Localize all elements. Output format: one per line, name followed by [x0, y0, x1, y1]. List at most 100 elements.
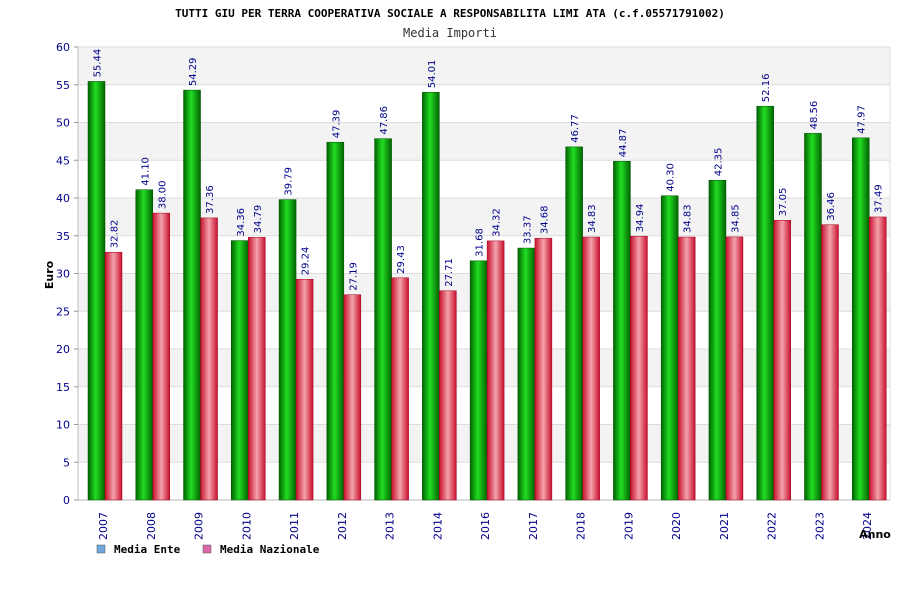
- value-label: 46.77: [570, 114, 581, 143]
- value-label: 34.68: [539, 206, 550, 235]
- value-label: 34.83: [683, 204, 694, 233]
- bar-media-nazionale: [821, 224, 839, 501]
- y-axis-ticks: 0 5 10 15 20 25 30 35 40 45 50 55 60: [56, 41, 78, 507]
- value-label: 32.82: [110, 220, 121, 249]
- value-label: 54.01: [427, 60, 438, 89]
- value-label: 54.29: [188, 57, 199, 86]
- y-tick-label: 30: [56, 268, 70, 281]
- value-label: 47.86: [379, 106, 390, 135]
- bar-media-ente: [374, 138, 392, 501]
- value-label: 34.85: [730, 204, 741, 233]
- value-label: 37.36: [205, 185, 216, 214]
- bar-media-ente: [708, 180, 727, 501]
- bar-media-ente: [422, 91, 440, 501]
- y-tick-label: 50: [56, 117, 70, 130]
- bar-media-nazionale: [295, 278, 314, 501]
- value-labels: 55.44 32.82 41.10 38.00 54.29 37.36 34.36 34.79…: [93, 49, 885, 291]
- bar-media-ente: [231, 240, 249, 501]
- value-label: 31.68: [475, 228, 486, 257]
- value-label: 44.87: [618, 129, 629, 158]
- bar-media-nazionale: [104, 251, 123, 501]
- x-tick-label: 2008: [145, 512, 158, 540]
- value-label: 47.39: [331, 110, 342, 139]
- x-tick-label: 2023: [813, 512, 826, 540]
- x-tick-label: 2011: [288, 512, 301, 540]
- bar-media-nazionale: [582, 236, 600, 501]
- value-label: 36.46: [826, 192, 837, 221]
- bar-media-ente: [469, 260, 488, 501]
- value-label: 34.79: [253, 205, 264, 234]
- bars: [87, 81, 887, 501]
- y-tick-label: 0: [63, 494, 70, 507]
- value-label: 39.79: [284, 167, 295, 196]
- plot-band: [78, 160, 890, 198]
- y-tick-label: 20: [56, 343, 70, 356]
- bar-media-nazionale: [534, 237, 553, 501]
- value-label: 34.32: [492, 208, 503, 237]
- value-label: 41.10: [140, 157, 151, 186]
- y-axis-label: Euro: [43, 260, 56, 289]
- bar-media-nazionale: [773, 220, 791, 501]
- bar-media-ente: [851, 137, 870, 501]
- bar-media-ente: [87, 81, 106, 501]
- value-label: 34.83: [587, 204, 598, 233]
- x-axis-ticks: 2007 2008 2009 2010 2011 2012 2013 2014 2016 2017…: [97, 512, 874, 540]
- x-tick-label: 2016: [479, 512, 492, 540]
- bar-media-nazionale: [677, 236, 696, 501]
- y-tick-label: 10: [56, 419, 70, 432]
- y-tick-label: 60: [56, 41, 70, 54]
- value-label: 33.37: [522, 215, 533, 244]
- y-tick-label: 5: [63, 456, 70, 469]
- bar-media-nazionale: [486, 240, 505, 501]
- value-label: 27.19: [348, 262, 359, 291]
- y-tick-label: 35: [56, 230, 70, 243]
- bar-media-nazionale: [725, 236, 744, 501]
- x-tick-label: 2019: [622, 512, 635, 540]
- plot-band: [78, 84, 890, 123]
- legend: Media Ente Media Nazionale: [96, 543, 320, 556]
- bar-media-ente: [660, 195, 679, 501]
- bar-media-ente: [278, 199, 297, 501]
- x-tick-label: 2013: [384, 512, 397, 540]
- y-tick-label: 25: [56, 305, 70, 318]
- value-label: 48.56: [809, 101, 820, 130]
- bar-media-nazionale: [343, 294, 362, 501]
- value-label: 55.44: [93, 49, 104, 78]
- bar-media-ente: [565, 146, 583, 501]
- bar-media-nazionale: [200, 217, 218, 501]
- value-label: 34.36: [236, 208, 247, 237]
- plot-band: [78, 122, 890, 161]
- value-label: 38.00: [157, 180, 168, 209]
- legend-swatch-media-nazionale: [202, 544, 212, 554]
- plot-band: [78, 47, 890, 85]
- x-tick-label: 2017: [527, 512, 540, 540]
- bar-media-nazionale: [439, 290, 457, 501]
- bar-media-ente: [517, 247, 536, 501]
- value-label: 27.71: [444, 258, 455, 287]
- value-label: 29.43: [396, 245, 407, 274]
- bar-media-nazionale: [868, 216, 887, 501]
- legend-swatch-media-ente: [96, 544, 106, 554]
- x-tick-label: 2021: [718, 512, 731, 540]
- bar-media-ente: [613, 160, 631, 501]
- x-tick-label: 2009: [193, 512, 206, 540]
- x-tick-label: 2018: [575, 512, 588, 540]
- value-label: 52.16: [761, 74, 772, 103]
- legend-label: Media Nazionale: [220, 543, 320, 556]
- bar-media-nazionale: [391, 277, 409, 501]
- x-tick-label: 2012: [336, 512, 349, 540]
- x-tick-label: 2020: [670, 512, 683, 540]
- bar-media-nazionale: [248, 237, 266, 501]
- y-tick-label: 40: [56, 192, 70, 205]
- value-label: 42.35: [713, 148, 724, 177]
- value-label: 40.30: [666, 163, 677, 192]
- value-label: 47.97: [857, 105, 868, 134]
- legend-label: Media Ente: [114, 543, 181, 556]
- x-tick-label: 2007: [97, 512, 110, 540]
- bar-media-ente: [326, 141, 345, 501]
- bar-media-nazionale: [152, 212, 171, 501]
- bar-media-nazionale: [630, 235, 648, 501]
- value-label: 34.94: [635, 204, 646, 233]
- chart-subtitle: Media Importi: [403, 26, 497, 40]
